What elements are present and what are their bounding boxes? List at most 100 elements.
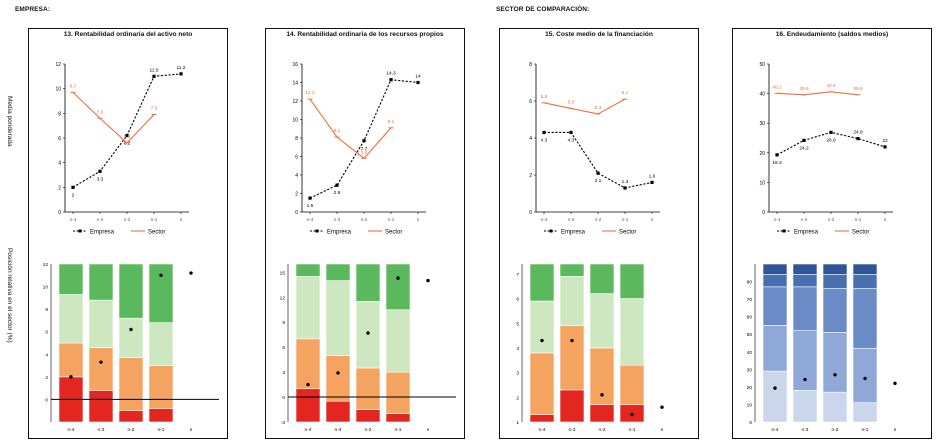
legend-label: Empresa	[327, 230, 352, 236]
series-line	[543, 98, 626, 115]
chart-16: 0 10 20 30 40 50 n-4 n-3 n-2 n-1 n 19.3 24.2 26.9 24.8…	[747, 62, 897, 433]
position-x-label: n-4	[305, 427, 312, 433]
position-y-tick-label: 9	[282, 320, 285, 326]
y-tick-label: 4	[295, 173, 298, 179]
position-y-tick-label: 4	[45, 352, 48, 358]
position-x-label: n-1	[158, 427, 165, 433]
legend-marker	[549, 229, 553, 233]
data-label: 1.6	[649, 173, 656, 179]
position-band	[325, 263, 351, 281]
x-tick-label: n-4	[541, 217, 548, 222]
y-side-label-top: Media ponderada	[6, 96, 13, 147]
data-label: 11.0	[150, 67, 159, 73]
position-band	[88, 299, 114, 348]
position-marker	[129, 327, 133, 332]
position-y-tick-label: 0	[282, 395, 285, 401]
y-tick-label: 4	[58, 161, 61, 167]
chart-title: 14. Rentabilidad ordinaria de los recurs…	[286, 31, 444, 38]
data-point	[623, 186, 627, 190]
x-tick-label: n-4	[70, 217, 77, 222]
position-y-tick-label: 8	[45, 307, 48, 313]
position-band	[822, 332, 848, 393]
data-label: 7.6	[97, 109, 104, 115]
position-y-tick-label: 6	[45, 330, 48, 336]
position-y-tick-label: 0	[749, 420, 752, 426]
position-band	[118, 263, 144, 319]
legend-label: Empresa	[90, 230, 115, 236]
position-y-tick-label: 80	[747, 280, 753, 286]
data-point	[179, 72, 183, 76]
x-tick-label: n-1	[151, 217, 158, 222]
position-x-label: n	[427, 428, 430, 433]
position-band	[118, 317, 144, 358]
position-band	[529, 300, 555, 354]
position-x-label: n	[190, 428, 193, 433]
data-point	[542, 130, 546, 135]
y-tick-label: 12	[292, 99, 298, 105]
position-band	[355, 263, 381, 302]
position-band	[762, 325, 788, 372]
position-y-tick-label: 40	[747, 350, 753, 356]
y-tick-label: 40	[759, 92, 765, 98]
data-label: 24.2	[799, 145, 809, 151]
data-point	[802, 138, 806, 142]
position-band	[852, 263, 878, 275]
data-label: 1.5	[307, 203, 314, 209]
position-band	[385, 413, 411, 423]
empresa-label: EMPRESA:	[15, 6, 51, 13]
data-point	[775, 153, 779, 157]
position-x-label: n	[661, 428, 664, 433]
position-marker	[99, 360, 103, 364]
position-marker	[570, 338, 574, 343]
position-band	[619, 263, 645, 299]
position-marker	[600, 393, 604, 397]
x-tick-label: n-1	[622, 217, 629, 222]
position-band	[589, 404, 615, 423]
position-band	[589, 263, 615, 294]
data-label: 5.8	[361, 149, 368, 155]
position-band	[88, 390, 114, 423]
position-x-label: n-4	[539, 427, 546, 433]
data-point	[152, 74, 156, 78]
position-x-label: n-2	[599, 427, 606, 433]
data-label: 5.9	[541, 94, 548, 100]
panel-15: 15. Coste medio de la financiación 0 2 4 6 8…	[499, 28, 699, 439]
data-point	[71, 185, 75, 189]
position-x-label: n-4	[772, 427, 779, 433]
position-y-tick-label: 2	[45, 375, 48, 381]
position-band	[822, 391, 848, 423]
y-tick-label: 6	[529, 99, 532, 105]
x-tick-label: n-3	[568, 217, 575, 222]
position-band	[559, 389, 585, 423]
data-label: 11.2	[177, 65, 186, 71]
position-band	[762, 274, 788, 288]
position-band	[118, 357, 144, 412]
y-tick-label: 6	[58, 136, 61, 142]
x-tick-label: n-2	[361, 217, 368, 222]
data-point	[569, 130, 573, 135]
legend-label: Empresa	[794, 230, 819, 236]
chart-title: 16. Endeudamiento (saldos medios)	[775, 31, 889, 38]
y-tick-label: 30	[759, 121, 765, 127]
data-label: 19.3	[772, 160, 782, 166]
x-tick-label: n-1	[855, 217, 862, 222]
legend-label: Empresa	[561, 230, 586, 236]
position-marker	[863, 376, 867, 381]
position-band	[559, 325, 585, 391]
y-tick-label: 2	[529, 173, 532, 179]
position-band	[385, 371, 411, 414]
position-x-label: n	[894, 428, 897, 433]
position-x-label: n-4	[68, 427, 75, 433]
data-point	[389, 78, 393, 82]
position-band	[355, 367, 381, 410]
position-y-tick-label: 5	[516, 321, 519, 327]
data-label: 24.8	[853, 130, 863, 136]
position-y-tick-label: 10	[43, 285, 49, 291]
position-band	[852, 288, 878, 349]
data-label: 2.9	[334, 190, 341, 196]
position-marker	[336, 371, 340, 375]
data-point	[596, 171, 600, 175]
series-line	[776, 91, 859, 96]
sector-label: SECTOR DE COMPARACIÓN:	[496, 6, 590, 13]
position-band	[792, 286, 818, 332]
